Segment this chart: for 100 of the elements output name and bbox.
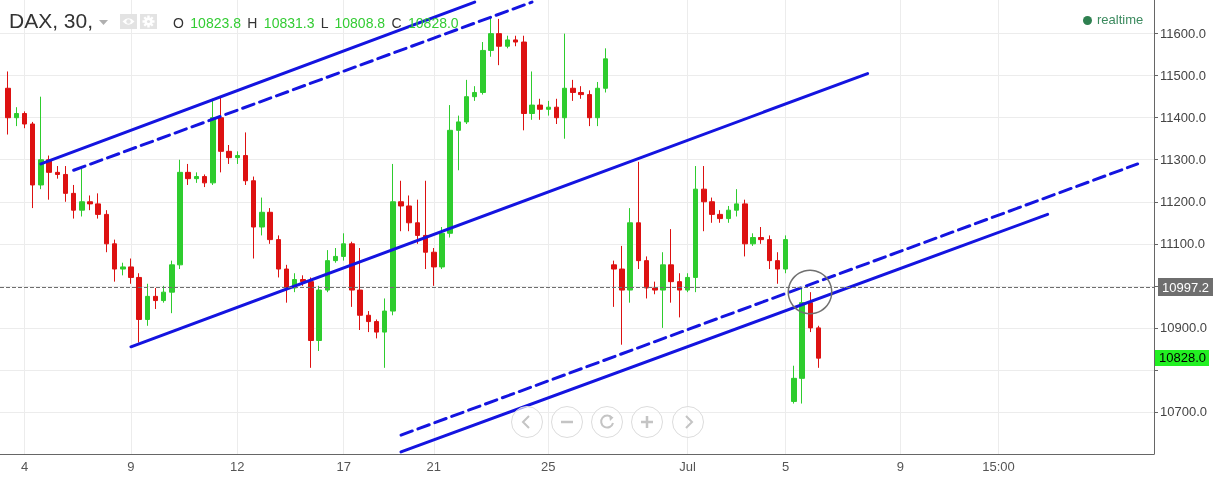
candlestick	[488, 16, 494, 58]
candlestick	[104, 209, 109, 253]
candlestick	[783, 234, 788, 274]
candlestick	[799, 287, 805, 405]
candlestick	[71, 184, 76, 220]
x-tick-label: 4	[20, 459, 29, 474]
y-tick-label: 11100.0	[1160, 236, 1206, 252]
candlestick	[251, 176, 256, 260]
candlestick	[308, 276, 314, 369]
candlestick	[194, 171, 199, 184]
candlestick	[627, 207, 633, 304]
candlestick	[259, 197, 265, 236]
text: 10828.0	[1155, 350, 1209, 367]
candlestick	[562, 33, 567, 140]
candlestick	[554, 98, 559, 125]
candlestick	[14, 106, 19, 127]
candlestick	[660, 251, 666, 329]
candlestick	[390, 163, 396, 316]
x-tick-label: 15:00	[982, 459, 1015, 474]
candlestick	[513, 35, 518, 47]
candlestick	[153, 287, 158, 310]
candlestick	[758, 226, 764, 245]
candlestick	[145, 283, 150, 327]
candlestick	[316, 285, 322, 352]
candlestick	[431, 247, 437, 287]
candlestick	[652, 281, 658, 295]
candlestick	[169, 260, 175, 314]
candlestick	[775, 251, 780, 285]
candlestick	[546, 100, 551, 117]
y-tick-label: 10700.0	[1160, 404, 1207, 420]
candlestick	[267, 207, 273, 245]
x-tick-label: 21	[426, 459, 442, 474]
candlestick	[382, 297, 387, 369]
candlestick	[595, 81, 600, 127]
y-tick-label: 11600.0	[1160, 26, 1207, 42]
annotation: realtime	[1097, 12, 1144, 28]
x-tick-label: Jul	[679, 459, 696, 474]
candlestick	[276, 234, 281, 278]
candlestick	[341, 232, 346, 262]
candlestick	[415, 199, 420, 245]
candlestick	[529, 70, 535, 121]
x-tick-label: 9	[896, 459, 904, 474]
candlestick	[717, 209, 723, 224]
candlestick	[366, 310, 371, 333]
candlestick	[767, 234, 772, 270]
candlestick	[701, 165, 707, 232]
candlestick	[243, 131, 248, 186]
candlestick	[30, 121, 35, 209]
candlestick	[95, 192, 101, 220]
candlestick	[128, 258, 134, 285]
candlestick	[791, 365, 797, 405]
candlestick	[472, 85, 477, 102]
candlestick	[218, 96, 224, 173]
x-tick-label: 9	[127, 459, 135, 474]
candlestick	[734, 188, 739, 217]
candlestick	[464, 79, 469, 125]
candlestick	[423, 180, 428, 270]
candlestick	[693, 165, 698, 293]
candlestick	[161, 285, 166, 304]
candlestick	[38, 96, 44, 190]
candlestick	[112, 239, 117, 283]
candlestick	[619, 245, 625, 346]
candlestick	[447, 104, 453, 239]
candlestick	[636, 161, 641, 270]
candlestick	[333, 247, 338, 264]
candlestick	[456, 115, 461, 171]
candlestick	[374, 318, 379, 339]
x-tick-label: 12	[230, 459, 245, 474]
candlestick	[685, 272, 690, 293]
candlestick	[496, 18, 502, 66]
candlestick	[480, 41, 486, 96]
candlestick	[185, 163, 191, 186]
candlestick	[349, 241, 355, 308]
candlestick	[537, 98, 543, 121]
chart-title: DAX, 30,	[9, 8, 94, 34]
candlestick	[284, 264, 289, 304]
candlestick	[603, 47, 608, 93]
x-tick-label: 5	[782, 459, 790, 474]
candlestick	[570, 79, 576, 102]
candlestick	[521, 35, 527, 131]
candlestick	[87, 194, 93, 211]
candlestick	[816, 325, 821, 369]
candlestick	[611, 260, 617, 308]
candlestick	[55, 165, 60, 180]
candlestick	[136, 272, 142, 344]
candlestick	[644, 255, 649, 299]
y-tick-label: 11300.0	[1160, 152, 1207, 168]
candlestick	[398, 180, 404, 232]
candlestick	[177, 159, 183, 270]
y-tick-label: 10900.0	[1160, 320, 1207, 336]
candlestick	[505, 35, 510, 49]
candlestick	[726, 205, 731, 224]
candlestick	[202, 173, 207, 188]
candlestick	[120, 262, 126, 276]
y-tick-label: 11500.0	[1160, 68, 1207, 84]
y-tick-label: 11200.0	[1160, 194, 1207, 210]
candlestick	[808, 291, 813, 333]
candlestick	[587, 89, 592, 127]
candlestick	[677, 272, 682, 318]
candlestick	[235, 150, 240, 165]
